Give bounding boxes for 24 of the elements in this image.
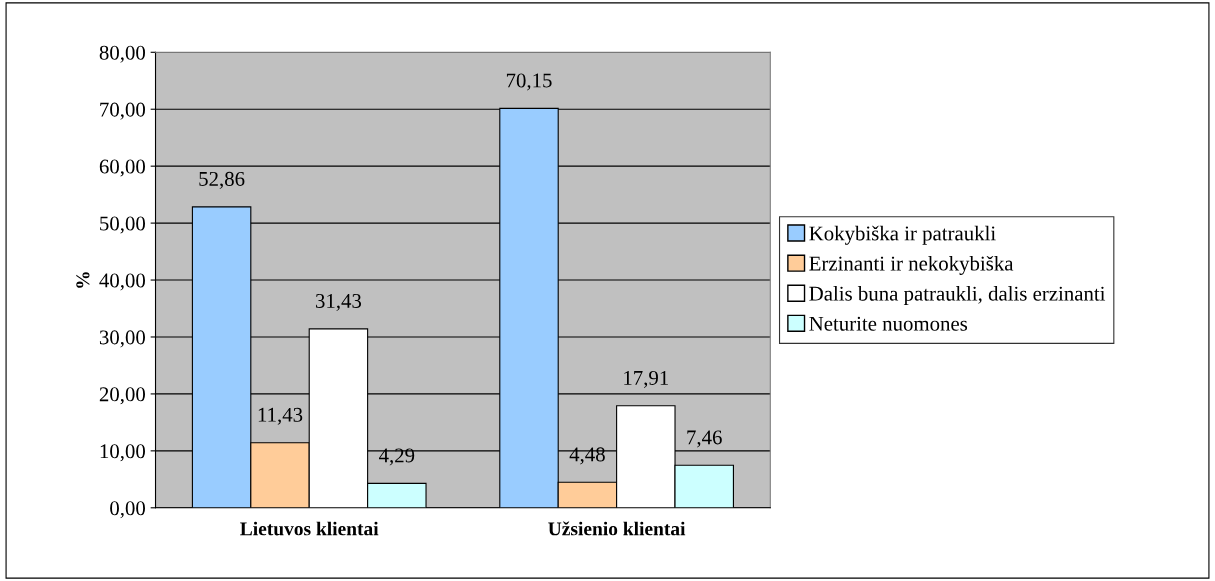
legend-label: Kokybiška ir patraukli — [809, 225, 996, 245]
data-label: 52,86 — [199, 171, 245, 189]
y-tick-label: 70,00 — [100, 102, 145, 120]
data-label: 31,43 — [315, 293, 362, 311]
legend-label: Dalis buna patraukli, dalis erzinanti — [809, 286, 1106, 305]
y-tick-label: 40,00 — [99, 273, 145, 291]
legend-label: Neturite nuomones — [809, 316, 968, 331]
data-label: 4,48 — [569, 447, 605, 465]
y-tick-label: 80,00 — [99, 45, 145, 63]
data-label: 70,15 — [506, 73, 552, 91]
data-label: 7,46 — [687, 430, 722, 448]
y-tick-label: 10,00 — [100, 444, 145, 462]
y-tick-label: 60,00 — [99, 159, 145, 177]
legend-label: Erzinanti ir nekokybiška — [809, 255, 1014, 275]
y-axis-title: % — [76, 272, 90, 288]
data-label: 4,29 — [379, 448, 415, 466]
data-label: 11,43 — [258, 407, 303, 425]
x-tick-label: Lietuvos klientai — [240, 521, 379, 536]
y-tick-label: 20,00 — [99, 387, 145, 405]
y-tick-label: 30,00 — [99, 330, 145, 348]
data-label: 17,91 — [624, 370, 668, 388]
x-tick-label: Užsienio klientai — [548, 521, 686, 536]
y-tick-label: 0,00 — [110, 501, 145, 519]
y-tick-label: 50,00 — [100, 216, 145, 234]
